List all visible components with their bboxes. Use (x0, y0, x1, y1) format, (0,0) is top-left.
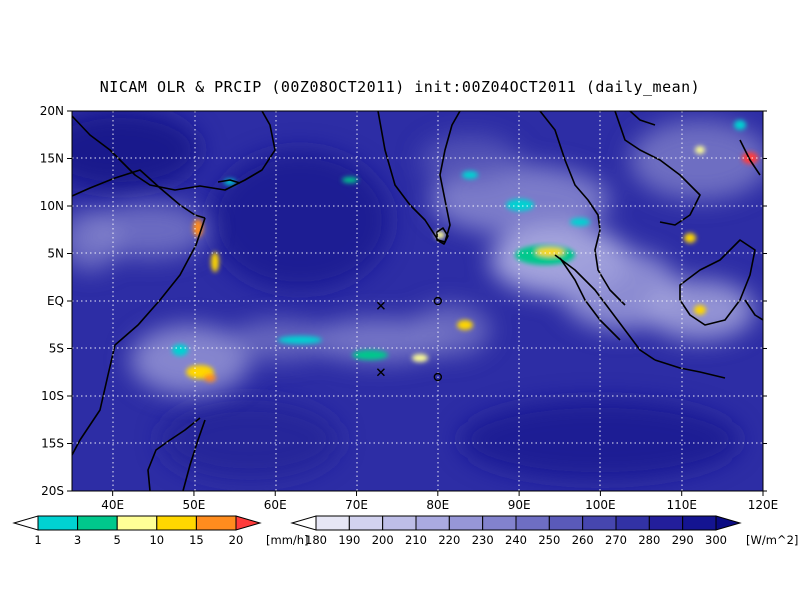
lat-label: 15N (40, 152, 64, 166)
olr-cb-swatch (515, 515, 550, 531)
precip-cb-swatch (77, 515, 118, 531)
olr-cb-swatch (482, 515, 517, 531)
precip-cb-swatch (116, 515, 158, 531)
coastlines (72, 111, 763, 491)
precip-cb-label: 1 (34, 533, 41, 547)
precip-cb-label: 10 (149, 533, 164, 547)
lon-label: 100E (585, 498, 616, 512)
lon-label: 80E (426, 498, 449, 512)
olr-cb-swatch (348, 515, 384, 531)
olr-cb-swatch (615, 515, 650, 531)
olr-cb-swatch (648, 515, 684, 531)
olr-cb-swatch (415, 515, 450, 531)
olr-cb-label: 300 (705, 533, 727, 547)
latitude-axis: 20N 15N 10N 5N EQ 5S 10S 15S 20S (40, 104, 767, 498)
precip-cb-swatch (156, 515, 197, 531)
lat-label: 5S (49, 342, 64, 356)
lat-label: 20N (40, 104, 64, 118)
olr-cb-swatch (582, 515, 617, 531)
olr-cb-swatch (448, 515, 484, 531)
olr-cb-unit: [W/m^2] (746, 533, 798, 547)
olr-cb-label: 190 (338, 533, 360, 547)
lat-label: 20S (41, 484, 64, 498)
lon-label: 120E (748, 498, 779, 512)
olr-cb-label: 240 (505, 533, 527, 547)
lon-label: 40E (101, 498, 124, 512)
olr-cb-label: 180 (305, 533, 327, 547)
lat-label: 10N (40, 199, 64, 213)
lon-label: 90E (508, 498, 531, 512)
lat-label: EQ (47, 294, 64, 308)
olr-cb-swatch (548, 515, 584, 531)
precip-cb-label: 15 (189, 533, 204, 547)
olr-cb-swatch (382, 515, 417, 531)
precip-cb-label: 20 (229, 533, 244, 547)
olr-cb-min-arrow (290, 515, 317, 531)
precip-cb-unit: [mm/h] (266, 533, 309, 547)
olr-cb-swatch (315, 515, 350, 531)
olr-cb-label: 200 (372, 533, 394, 547)
marker-layer (376, 296, 443, 382)
map-title: NICAM OLR & PRCIP (00Z08OCT2011) init:00… (99, 78, 701, 96)
olr-cb-swatch (682, 515, 717, 531)
o-marker (433, 372, 443, 382)
precip-colorbar: 1 3 5 10 15 20 [mm/h] (12, 515, 309, 547)
lat-label: 15S (41, 437, 64, 451)
precip-cb-min-arrow (12, 515, 39, 531)
olr-cb-label: 210 (405, 533, 427, 547)
precip-cb-swatch (195, 515, 237, 531)
precip-cb-label: 3 (74, 533, 81, 547)
lat-label: 5N (47, 247, 64, 261)
o-marker (433, 296, 443, 306)
graticule (72, 111, 763, 491)
precip-cells (172, 120, 758, 382)
precip-cb-max-arrow (235, 515, 262, 531)
precip-cb-swatch (37, 515, 79, 531)
x-marker (376, 301, 385, 310)
precip-cb-label: 5 (114, 533, 121, 547)
lon-label: 60E (264, 498, 287, 512)
lon-label: 70E (345, 498, 368, 512)
olr-cb-label: 230 (472, 533, 494, 547)
x-marker (376, 368, 385, 377)
olr-cb-label: 290 (672, 533, 694, 547)
longitude-axis: 40E 50E 60E 70E 80E 90E 100E 110E 120E (101, 491, 778, 512)
olr-cb-label: 220 (438, 533, 460, 547)
lat-label: 10S (41, 389, 64, 403)
lon-label: 110E (666, 498, 697, 512)
olr-cb-label: 250 (538, 533, 560, 547)
olr-cb-label: 280 (638, 533, 660, 547)
olr-cb-label: 270 (605, 533, 627, 547)
olr-cb-label: 260 (572, 533, 594, 547)
lon-label: 50E (183, 498, 206, 512)
olr-cb-max-arrow (715, 515, 742, 531)
olr-colorbar: 180 190 200 210 220 230 240 250 260 270 280 290 300 [… (290, 515, 798, 547)
map-plot-area (72, 111, 763, 491)
olr-cloud-bands (72, 120, 763, 395)
